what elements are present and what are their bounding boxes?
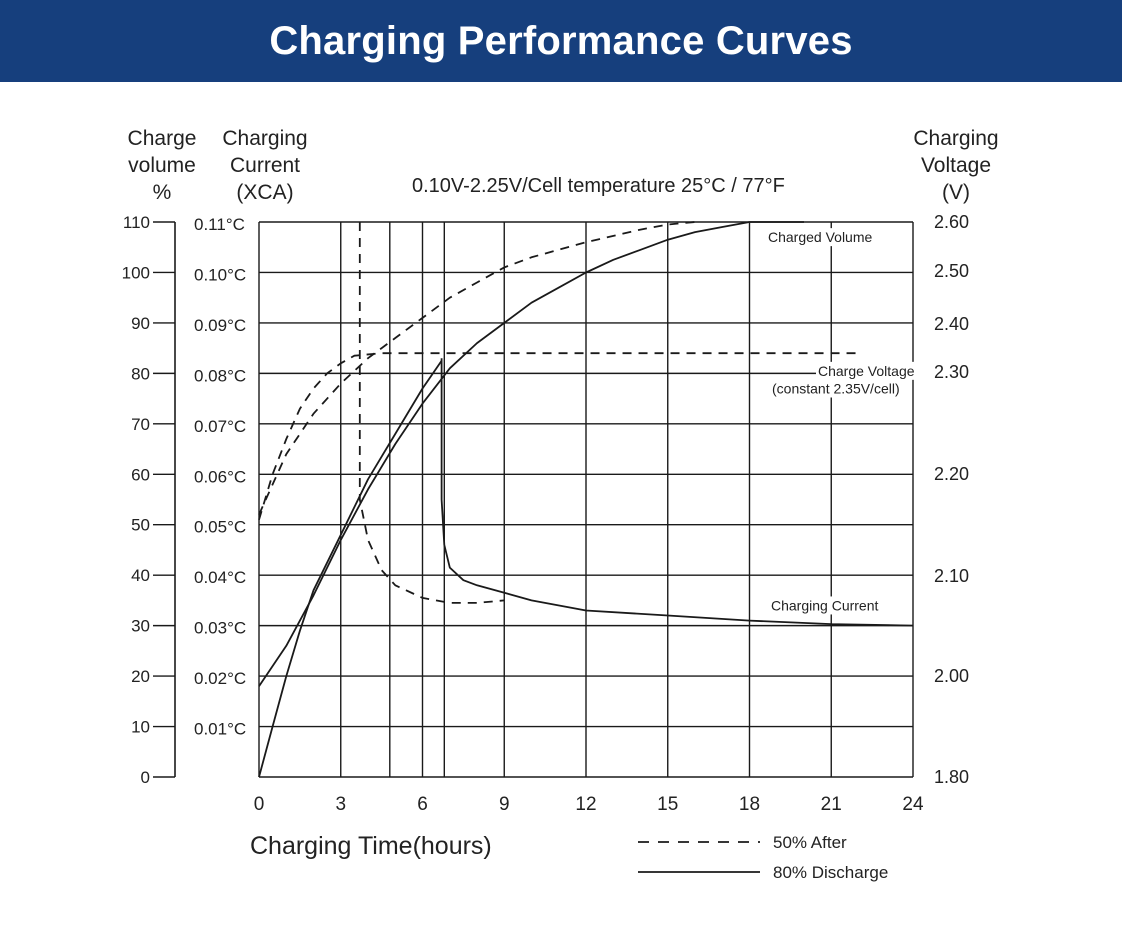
charging-chart: 0102030405060708090100110Chargevolume%0.…: [122, 127, 999, 882]
volume-tick-label: 60: [131, 465, 150, 484]
x-tick-label: 12: [575, 794, 596, 815]
voltage-tick-label: 2.50: [934, 261, 969, 281]
voltage-tick-label: 2.40: [934, 314, 969, 334]
voltage-tick-label: 2.60: [934, 212, 969, 232]
chart-annotation: (constant 2.35V/cell): [772, 381, 900, 397]
volume-tick-label: 40: [131, 566, 150, 585]
series-line-charged-volume-solid: [258, 221, 804, 687]
current-tick-label: 0.01°C: [194, 720, 246, 739]
x-tick-label: 3: [335, 794, 346, 815]
x-tick-label: 15: [657, 794, 678, 815]
page-title: Charging Performance Curves: [269, 18, 853, 63]
chart-annotation: Charged Volume: [768, 229, 873, 245]
chart-annotation: Charge Voltage: [818, 363, 915, 379]
volume-tick-label: 100: [122, 263, 150, 282]
current-tick-label: 0.11°C: [194, 215, 245, 234]
chart-subtitle: 0.10V-2.25V/Cell temperature 25°C / 77°F: [412, 175, 785, 197]
series-line-charging-current-dashed: [358, 222, 505, 604]
x-axis-label: Charging Time(hours): [250, 832, 492, 860]
legend-label: 80% Discharge: [773, 863, 888, 882]
title-banner: Charging Performance Curves: [0, 0, 1122, 82]
legend-label: 50% After: [773, 833, 847, 852]
x-tick-label: 18: [739, 794, 760, 815]
current-tick-label: 0.07°C: [194, 417, 246, 436]
annotation-background: [769, 596, 881, 615]
current-tick-label: 0.03°C: [194, 619, 246, 638]
x-tick-label: 21: [821, 794, 842, 815]
current-tick-label: 0.06°C: [194, 467, 246, 486]
volume-tick-label: 50: [131, 516, 150, 535]
voltage-tick-label: 1.80: [934, 767, 969, 787]
current-tick-label: 0.04°C: [194, 568, 246, 587]
series-line-charging-current-solid: [440, 358, 914, 627]
volume-tick-label: 70: [131, 415, 150, 434]
volume-axis-label: %: [153, 181, 172, 204]
volume-tick-label: 0: [141, 768, 150, 787]
chart-annotation: Charging Current: [771, 597, 878, 613]
current-tick-label: 0.02°C: [194, 669, 246, 688]
current-tick-label: 0.09°C: [194, 316, 246, 335]
x-tick-label: 0: [254, 794, 265, 815]
x-tick-label: 9: [499, 794, 510, 815]
series-line-charge-voltage-dashed: [258, 352, 859, 520]
volume-tick-label: 80: [131, 364, 150, 383]
volume-tick-label: 10: [131, 718, 150, 737]
current-tick-label: 0.05°C: [194, 518, 246, 537]
volume-tick-label: 30: [131, 617, 150, 636]
series-line-charge-voltage-solid: [258, 360, 443, 778]
voltage-tick-label: 2.10: [934, 566, 969, 586]
x-tick-label: 24: [902, 794, 924, 815]
volume-axis-label: volume: [128, 154, 196, 177]
voltage-axis-label: Voltage: [921, 154, 991, 177]
annotation-background: [766, 228, 875, 247]
x-tick-label: 6: [417, 794, 428, 815]
volume-axis-label: Charge: [128, 127, 197, 150]
current-tick-label: 0.08°C: [194, 366, 246, 385]
series-line-charged-volume-dashed: [258, 221, 696, 515]
annotation-background: [816, 361, 917, 380]
volume-tick-label: 20: [131, 667, 150, 686]
voltage-tick-label: 2.30: [934, 362, 969, 382]
current-tick-label: 0.10°C: [194, 265, 246, 284]
voltage-axis-label: Charging: [913, 127, 998, 150]
voltage-axis-label: (V): [942, 181, 970, 204]
current-axis-label: (XCA): [236, 181, 293, 204]
volume-tick-label: 110: [123, 213, 150, 232]
current-axis-label: Charging: [222, 127, 307, 150]
volume-tick-label: 90: [131, 314, 150, 333]
voltage-tick-label: 2.20: [934, 464, 969, 484]
current-axis-label: Current: [230, 154, 300, 177]
voltage-tick-label: 2.00: [934, 666, 969, 686]
annotation-background: [770, 379, 902, 398]
